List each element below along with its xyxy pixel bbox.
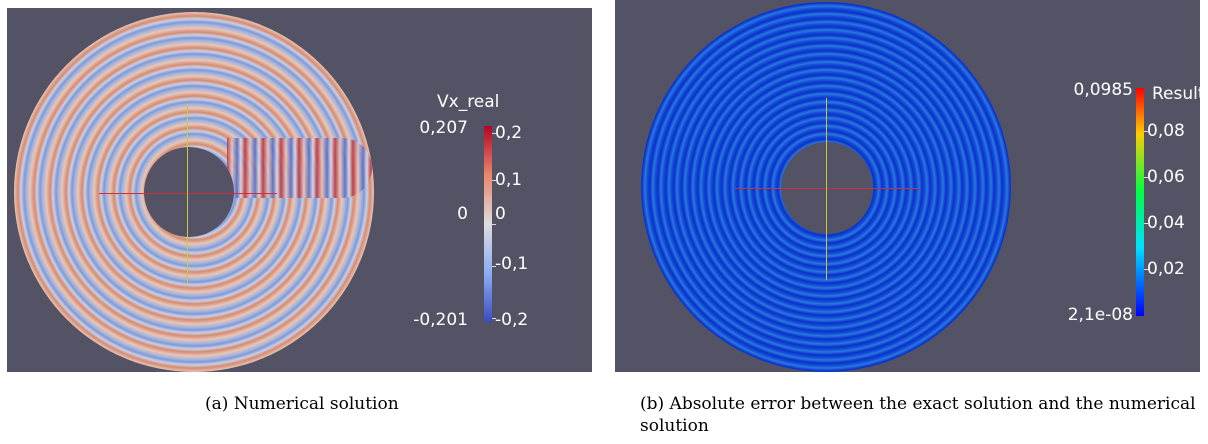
caption: (b) Absolute error between the exact sol… — [640, 394, 1196, 436]
legend-title: Vx_real — [437, 92, 500, 112]
colorbar — [1136, 88, 1144, 316]
tick — [1144, 131, 1148, 132]
range-max: 0,207 — [419, 118, 468, 138]
range-min: 2,1e-08 — [1067, 305, 1133, 325]
range-max: 0,0985 — [1073, 80, 1133, 100]
render-view: Result 0,0985 2,1e-08 0,08 0,06 0,04 0,0… — [615, 0, 1200, 372]
tick-label: 0,06 — [1147, 167, 1185, 187]
tick — [492, 318, 496, 319]
wake — [227, 138, 372, 198]
tick — [492, 133, 496, 134]
tick — [1144, 269, 1148, 270]
caption: (a) Numerical solution — [205, 394, 399, 414]
tick-label: -0,2 — [495, 310, 529, 330]
tick — [1144, 177, 1148, 178]
hole — [144, 147, 234, 237]
legend-title: Result — [1152, 84, 1200, 104]
tick — [492, 266, 496, 267]
axis-y — [826, 98, 827, 280]
axis-x — [735, 188, 919, 189]
tick-label: 0 — [495, 204, 506, 224]
tick-label: 0,02 — [1147, 259, 1185, 279]
render-view: Vx_real 0,207 0 -0,201 0,2 0,1 0 -0,1 -0… — [7, 8, 592, 372]
colorbar — [484, 126, 492, 322]
tick-label: -0,1 — [495, 254, 529, 274]
tick — [492, 224, 496, 225]
tick-label: 0,08 — [1147, 121, 1185, 141]
range-min: -0,201 — [413, 310, 468, 330]
axis-y — [187, 104, 188, 284]
tick-label: 0,04 — [1147, 213, 1185, 233]
tick-label: 0,1 — [495, 170, 523, 190]
range-mid: 0 — [457, 204, 468, 224]
axis-x — [99, 193, 277, 194]
tick-label: 0,2 — [495, 123, 523, 143]
tick — [492, 180, 496, 181]
tick — [1144, 223, 1148, 224]
